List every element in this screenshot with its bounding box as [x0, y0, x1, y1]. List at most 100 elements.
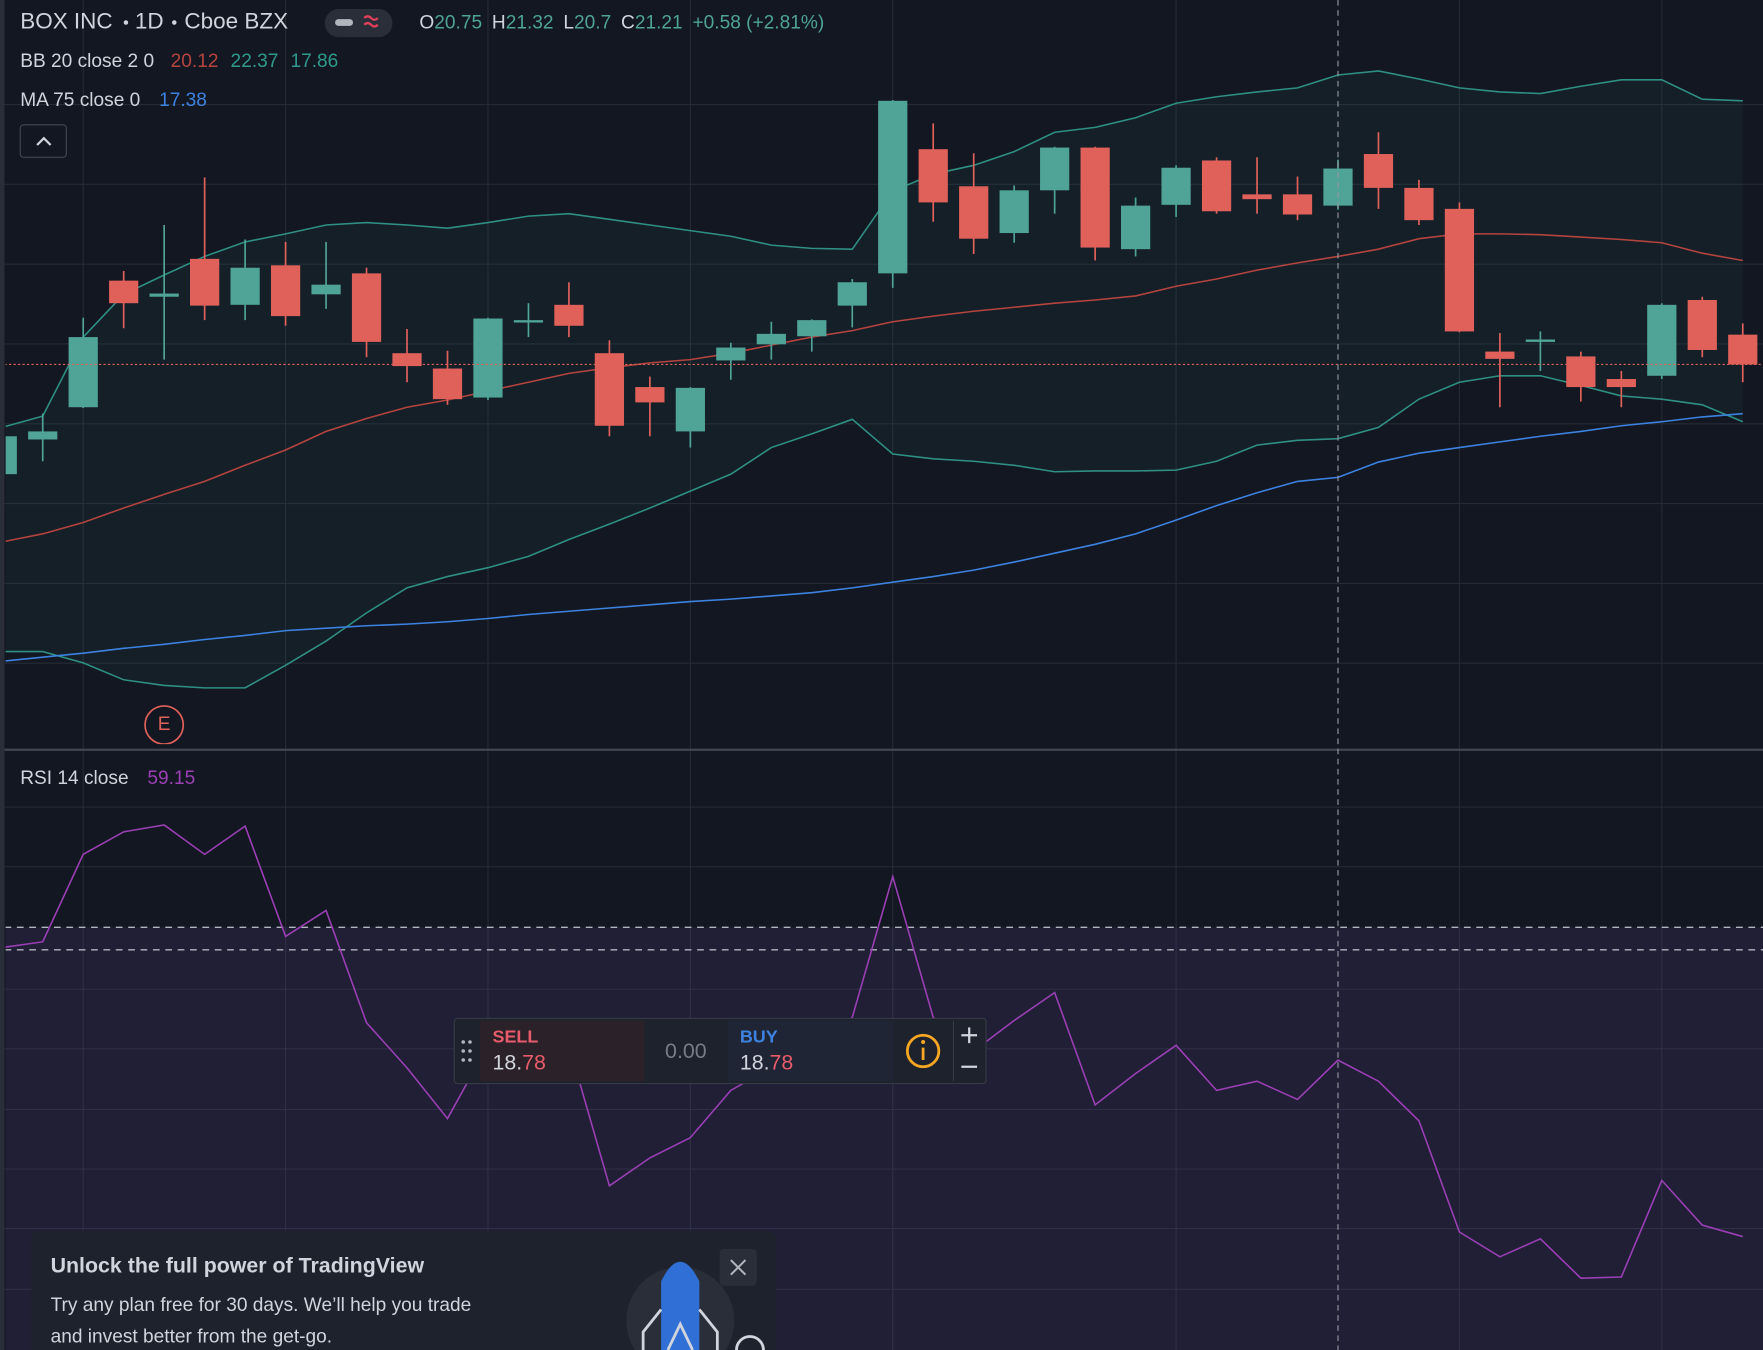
candle-body	[797, 320, 827, 337]
buy-price: 18.78	[740, 1050, 793, 1074]
candle-body	[1120, 205, 1151, 250]
rsi-value: 59.15	[147, 768, 195, 789]
promo-text: and invest better from the get-go.	[51, 1327, 333, 1348]
rsi-pane	[5, 824, 1743, 1279]
candle-body	[513, 320, 544, 323]
candle-body	[432, 368, 463, 400]
spread-box	[645, 1020, 727, 1082]
promo-close-button[interactable]	[719, 1248, 757, 1286]
candle-body	[635, 387, 665, 403]
candle-body	[1242, 194, 1272, 200]
sell-price: 18.78	[492, 1050, 545, 1074]
candle-body	[1282, 194, 1313, 215]
sell-label: SELL	[492, 1026, 538, 1046]
ohlc-label: C	[621, 13, 635, 34]
exchange: Cboe BZX	[184, 8, 288, 33]
ohlc-value: 21.32	[506, 13, 554, 34]
indicator-line	[5, 412, 1743, 662]
candle-body	[190, 258, 220, 306]
bb-legend[interactable]: BB 20 close 2 0 20.12 22.37 17.86	[20, 51, 338, 72]
indicator-line	[5, 374, 1744, 689]
ma-legend[interactable]: MA 75 close 0 17.38	[20, 90, 207, 111]
drag-handle[interactable]	[461, 1040, 472, 1062]
left-border	[0, 0, 5, 1350]
symbol: BOX INC	[20, 8, 112, 33]
ohlc-label: O	[419, 13, 434, 34]
candle-body	[675, 387, 705, 432]
candle-body	[1647, 304, 1677, 376]
separator-dot	[123, 20, 129, 25]
candle-body	[473, 318, 503, 398]
earnings-marker	[144, 705, 185, 745]
candle-body	[392, 353, 422, 367]
bb-upper-value: 22.37	[231, 51, 279, 72]
rocket-illustration	[626, 1261, 765, 1350]
candle-body	[1485, 351, 1515, 359]
candle-body	[594, 353, 625, 426]
price-pane: E	[5, 70, 1763, 745]
candle-body	[1687, 299, 1717, 350]
increase-button[interactable]	[961, 1027, 978, 1044]
earnings-label: E	[158, 714, 171, 735]
candle-body	[999, 190, 1029, 234]
buy-button[interactable]	[727, 1020, 894, 1082]
info-button[interactable]	[905, 1033, 941, 1069]
bb-label: BB 20 close 2 0	[20, 51, 154, 72]
promo-text: Try any plan free for 30 days. We’ll hel…	[51, 1295, 472, 1316]
ma-label: MA 75 close 0	[20, 90, 140, 111]
candle-body	[1040, 147, 1070, 191]
candle-body	[230, 267, 260, 305]
spread: 0.00	[665, 1039, 707, 1063]
candle-body	[1566, 356, 1596, 388]
candle-body	[1728, 334, 1758, 365]
candle-body	[756, 333, 786, 345]
bb-lower-value: 17.86	[290, 51, 338, 72]
change: +0.58 (+2.81%)	[692, 13, 824, 34]
candle-body	[554, 304, 584, 326]
candle-body	[149, 293, 179, 297]
rsi-label: RSI 14 close	[20, 768, 128, 789]
buy-label: BUY	[740, 1026, 778, 1046]
sell-button[interactable]	[480, 1020, 645, 1082]
candle-body	[918, 149, 948, 203]
candle-body	[1363, 154, 1394, 188]
candle-body	[959, 186, 989, 239]
candle-body	[311, 284, 341, 295]
candle-body	[1201, 160, 1232, 212]
promo-card: Unlock the full power of TradingView Try…	[31, 1230, 776, 1350]
candle-body	[351, 273, 382, 342]
candle-body	[837, 282, 867, 306]
ohlc-value: 21.21	[635, 13, 683, 34]
promo-title: Unlock the full power of TradingView	[51, 1253, 425, 1277]
candle-body	[28, 431, 58, 440]
ohlc-legend: O20.75 H21.32 L20.7 C21.21 +0.58 (+2.81%…	[419, 13, 824, 34]
rsi-line	[5, 824, 1743, 1279]
bb-basis-value: 20.12	[171, 51, 219, 72]
ohlc-label: L	[563, 13, 574, 34]
ohlc-value: 20.7	[574, 13, 611, 34]
candle-body	[1525, 339, 1555, 342]
candle-body	[1404, 187, 1434, 221]
status-pill[interactable]	[324, 8, 393, 38]
candle-body	[68, 337, 98, 408]
candle-body	[5, 436, 17, 475]
ohlc-value: 20.75	[434, 13, 482, 34]
candle-body	[1080, 147, 1110, 248]
order-panel: SELL 18.78 0.00 BUY 18.78	[453, 1017, 987, 1085]
candle-body	[878, 100, 908, 274]
candle-body	[270, 265, 301, 317]
candle-body	[109, 280, 139, 304]
separator-dot	[172, 20, 177, 25]
collapse-legend-button[interactable]	[19, 124, 67, 158]
candle-body	[716, 347, 746, 361]
candle-body	[1161, 167, 1191, 205]
ohlc-label: H	[492, 13, 506, 34]
rsi-legend[interactable]: RSI 14 close 59.15	[20, 768, 195, 789]
band-fill	[5, 70, 1743, 688]
candle-body	[1444, 208, 1475, 332]
ma-value: 17.38	[159, 90, 207, 111]
indicator-line	[5, 70, 1743, 428]
interval[interactable]: 1D	[135, 8, 164, 33]
